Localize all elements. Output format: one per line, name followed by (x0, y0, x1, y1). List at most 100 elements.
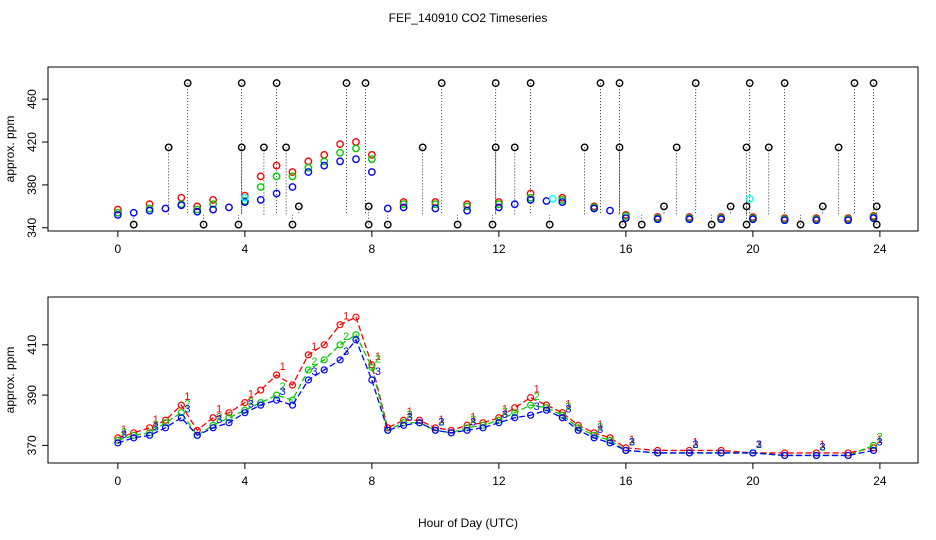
bottom-series-marker-label: 3 (629, 436, 635, 448)
top-point-mid-spikes (418, 143, 427, 152)
bottom-point-series-1 (542, 401, 551, 409)
bottom-xtick-label: 16 (619, 474, 633, 488)
top-point-3 (542, 197, 551, 205)
top-xtick-label: 4 (242, 242, 249, 256)
bottom-point-series-2 (320, 356, 328, 364)
top-point-high-spikes (183, 79, 192, 87)
top-point-3 (145, 206, 154, 215)
bottom-series-marker-label: 1 (438, 414, 444, 426)
bottom-xtick-label: 12 (492, 474, 506, 488)
top-point-2 (256, 183, 265, 191)
top-point-1 (336, 140, 345, 149)
top-point-cyan (745, 194, 754, 203)
bottom-series-marker-label: 2 (629, 436, 635, 448)
bottom-series-marker-label: 2 (470, 414, 476, 426)
bottom-plot-box (47, 296, 919, 464)
bottom-series-marker-label: 1 (343, 311, 349, 323)
top-point-2 (320, 157, 329, 166)
top-point-3 (383, 204, 392, 213)
top-point-high-spikes (491, 79, 500, 87)
bottom-point-series-3 (717, 449, 725, 457)
top-point-mid-spikes (491, 143, 500, 152)
bottom-point-series-1 (527, 394, 535, 402)
top-point-3 (844, 216, 853, 225)
top-point-mid-spikes (764, 143, 773, 152)
top-point-spikes-near-360 (294, 202, 303, 211)
top-point-mid-spikes (510, 143, 519, 152)
top-point-3 (320, 161, 329, 170)
bottom-point-series-3 (130, 434, 138, 442)
top-point-spikes-near-360 (818, 202, 827, 211)
top-point-3 (590, 204, 599, 213)
x-axis-label: Hour of Day (UTC) (418, 516, 518, 530)
top-point-mid-spikes (282, 143, 291, 152)
bottom-series-marker-label: 1 (470, 411, 476, 423)
top-xtick-label: 0 (115, 242, 122, 256)
bottom-point-series-3 (114, 439, 122, 447)
top-point-high-spikes (272, 79, 281, 87)
top-point-2 (494, 200, 503, 209)
bottom-point-series-2 (527, 401, 535, 409)
bottom-series-marker-label: 2 (534, 391, 540, 403)
top-point-low-spikes (364, 220, 373, 229)
top-point-1 (320, 150, 329, 159)
top-point-high-spikes (745, 79, 754, 87)
bottom-point-series-3 (495, 419, 503, 427)
top-point-spikes-near-360 (872, 202, 881, 211)
top-point-2 (209, 200, 218, 209)
top-xtick-label: 16 (619, 242, 633, 256)
bottom-point-series-1 (606, 434, 614, 442)
bottom-point-series-2 (304, 366, 312, 374)
bottom-series-marker-label: 3 (692, 439, 698, 451)
top-point-3 (352, 155, 360, 164)
top-point-2 (352, 144, 360, 153)
bottom-series-marker-label: 2 (121, 426, 127, 438)
top-plot-box (47, 66, 919, 232)
top-point-high-spikes (237, 79, 246, 87)
bottom-ytick-label: 410 (25, 334, 39, 354)
top-point-3 (653, 215, 662, 224)
bottom-line-series-2 (117, 333, 874, 457)
bottom-point-series-3 (590, 434, 598, 442)
bottom-point-series-1 (209, 414, 217, 422)
bottom-series-marker-label: 1 (216, 404, 222, 416)
bottom-series-marker-label: 3 (311, 366, 317, 378)
bottom-series-marker-label: 3 (280, 386, 286, 398)
top-point-low-spikes (453, 220, 462, 229)
bottom-point-series-3 (622, 446, 630, 455)
top-point-high-spikes (342, 79, 351, 87)
bottom-series-marker-label: 2 (565, 401, 571, 413)
bottom-point-series-3 (225, 419, 233, 427)
bottom-line-series-1 (117, 316, 874, 454)
bottom-series-marker-label: 1 (311, 341, 317, 353)
top-point-3 (780, 216, 789, 225)
top-point-1 (177, 193, 186, 202)
top-point-2 (431, 200, 440, 209)
top-point-3 (685, 215, 694, 224)
bottom-point-series-2 (479, 421, 487, 429)
bottom-series-marker-label: 1 (756, 439, 762, 451)
top-point-2 (304, 163, 313, 172)
top-point-mid-spikes (237, 143, 246, 152)
bottom-point-series-1 (273, 371, 281, 379)
bottom-series-marker-label: 2 (280, 381, 286, 393)
bottom-point-series-1 (869, 444, 878, 452)
bottom-point-series-2 (869, 441, 878, 449)
top-point-spikes-near-360 (364, 202, 373, 211)
top-point-low-spikes (618, 220, 627, 229)
top-point-3 (621, 214, 630, 223)
bottom-series-marker-label: 1 (502, 404, 508, 416)
bottom-series-marker-label: 1 (692, 436, 698, 448)
top-xtick-label: 24 (873, 242, 887, 256)
bottom-series-marker-label: 2 (184, 399, 190, 411)
bottom-point-series-1 (241, 399, 249, 407)
bottom-point-series-3 (336, 356, 344, 364)
bottom-series-marker-label: 2 (153, 419, 159, 431)
top-point-3 (463, 206, 472, 215)
top-point-1 (352, 138, 360, 146)
bottom-point-series-1 (781, 449, 789, 457)
bottom-point-series-3 (812, 451, 820, 460)
